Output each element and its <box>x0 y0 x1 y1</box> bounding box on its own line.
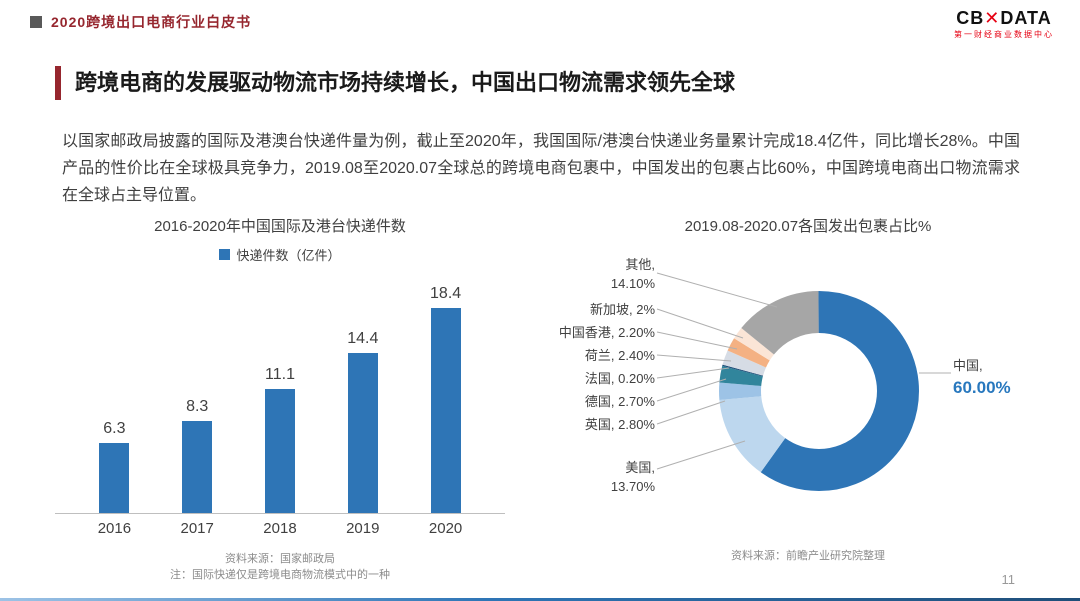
leader-line-usa <box>656 440 746 470</box>
document-header: 2020跨境出口电商行业白皮书 <box>30 12 251 32</box>
bar-chart: 2016-2020年中国国际及港台快递件数 快递件数（亿件） 6.3 8.3 11.… <box>55 215 505 583</box>
page-title: 跨境电商的发展驱动物流市场持续增长，中国出口物流需求领先全球 <box>55 66 735 100</box>
bar <box>182 421 213 513</box>
china-percentage-value: 60.00% <box>953 378 1011 397</box>
bar-value-label: 6.3 <box>103 420 126 437</box>
bar-column: 14.4 <box>321 330 404 513</box>
legend-label: 快递件数（亿件） <box>236 247 341 263</box>
leader-line-hongkong <box>656 331 738 350</box>
source-line: 资料来源：国家邮政局 <box>225 553 335 565</box>
bar-value-label: 8.3 <box>186 398 209 415</box>
donut-label-china: 中国, 60.00% <box>953 355 1011 398</box>
donut-label-singapore: 新加坡, 2% <box>553 300 655 319</box>
donut-label-line: 荷兰, 2.40% <box>584 348 655 363</box>
page-number: 11 <box>1001 572 1016 587</box>
donut-label-line: 14.10% <box>610 276 655 291</box>
logo-wordmark: CB✕DATA <box>954 8 1054 28</box>
donut-chart: 2019.08-2020.07各国发出包裹占比% 其他, 14.10% 新加坡,… <box>553 215 1063 567</box>
donut-slice-其他 <box>719 291 919 491</box>
leader-line-netherlands <box>656 354 732 362</box>
x-axis-label: 2016 <box>97 520 132 537</box>
bar <box>99 443 130 513</box>
bar-chart-plot-area: 6.3 8.3 11.1 14.4 18.4 <box>55 268 505 514</box>
donut-chart-canvas <box>656 272 951 491</box>
leader-line-others <box>656 272 778 308</box>
donut-chart-title: 2019.08-2020.07各国发出包裹占比% <box>684 218 932 235</box>
bottom-accent-bar <box>0 598 1080 601</box>
donut-label-line: 其他, <box>625 257 655 272</box>
bar-value-label: 18.4 <box>430 285 462 302</box>
donut-label-line: 中国香港, 2.20% <box>558 325 655 340</box>
donut-label-netherlands: 荷兰, 2.40% <box>553 346 655 365</box>
donut-label-line: 法国, 0.20% <box>584 371 655 386</box>
donut-label-line: 13.70% <box>610 479 655 494</box>
bar <box>430 308 461 513</box>
donut-slice-英国 <box>719 291 919 491</box>
bar-chart-legend: 快递件数（亿件） <box>55 246 505 263</box>
leader-line-uk <box>656 400 726 425</box>
leader-line-germany <box>656 378 727 402</box>
x-axis-label: 2018 <box>263 520 297 537</box>
x-axis-label: 2019 <box>346 520 380 537</box>
bar-value-label: 11.1 <box>265 366 295 383</box>
donut-label-others: 其他, 14.10% <box>553 255 655 293</box>
bar <box>347 353 378 513</box>
leader-line-singapore <box>656 308 744 339</box>
square-bullet-icon <box>30 16 42 28</box>
bar-value-label: 14.4 <box>347 330 379 347</box>
x-axis-label: 2017 <box>180 520 214 537</box>
bar-column: 11.1 <box>239 366 322 513</box>
bar-chart-x-axis: 2016 2017 2018 2019 2020 <box>55 514 505 537</box>
legend-swatch-icon <box>219 248 231 260</box>
donut-label-line: 德国, 2.70% <box>584 394 655 409</box>
document-title: 2020跨境出口电商行业白皮书 <box>51 14 252 30</box>
bar <box>264 389 295 513</box>
donut-label-line: 美国, <box>625 460 655 475</box>
bar-column: 18.4 <box>404 285 487 513</box>
donut-label-line: 新加坡, 2% <box>589 302 655 317</box>
source-note-line: 注：国际快递仅是跨境电商物流模式中的一种 <box>170 569 390 581</box>
donut-label-hongkong: 中国香港, 2.20% <box>553 323 655 342</box>
bar-chart-title: 2016-2020年中国国际及港台快递件数 <box>154 218 406 235</box>
donut-label-germany: 德国, 2.70% <box>553 392 655 411</box>
donut-label-usa: 美国, 13.70% <box>553 458 655 496</box>
bar-column: 8.3 <box>156 398 239 513</box>
donut-label-uk: 英国, 2.80% <box>553 415 655 434</box>
donut-chart-source: 资料来源：前瞻产业研究院整理 <box>731 550 885 562</box>
logo-text-left: CB <box>956 8 985 28</box>
bar-chart-source: 资料来源：国家邮政局 注：国际快递仅是跨境电商物流模式中的一种 <box>55 551 505 583</box>
donut-label-france: 法国, 0.20% <box>553 369 655 388</box>
leader-line-france <box>656 367 730 379</box>
donut-label-line: 英国, 2.80% <box>584 417 655 432</box>
logo-x-icon: ✕ <box>984 8 1001 28</box>
intro-paragraph: 以国家邮政局披露的国际及港澳台快递件量为例，截止至2020年，我国国际/港澳台快… <box>62 133 1020 204</box>
logo-text-right: DATA <box>1000 8 1052 28</box>
x-axis-label: 2020 <box>428 520 463 537</box>
leader-lines <box>656 272 951 470</box>
logo-subtitle: 第一财经商业数据中心 <box>954 30 1054 39</box>
donut-label-line: 中国, <box>953 358 983 373</box>
cbndata-logo: CB✕DATA 第一财经商业数据中心 <box>954 8 1054 40</box>
bar-column: 6.3 <box>73 420 156 513</box>
